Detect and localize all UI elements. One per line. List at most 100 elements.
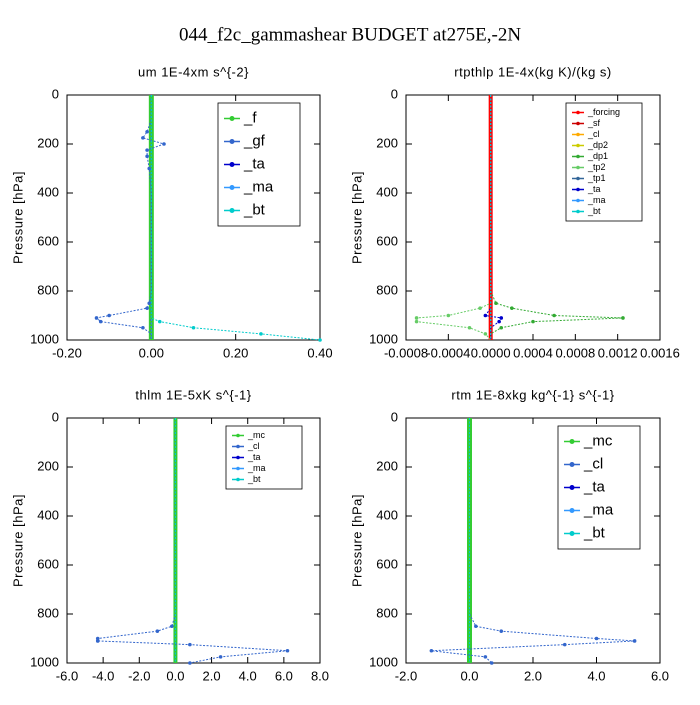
series-point xyxy=(141,325,145,330)
series-point xyxy=(98,319,103,324)
legend-label: _dp2 xyxy=(587,140,608,150)
x-tick-label: 0.00 xyxy=(139,345,164,360)
legend-marker xyxy=(229,162,235,167)
x-tick-label: -0.0004 xyxy=(426,345,470,360)
x-tick-label: 0.0016 xyxy=(640,345,680,360)
figure-title: 044_f2c_gammashear BUDGET at275E,-2N xyxy=(179,24,521,45)
legend-label: _cl xyxy=(587,129,600,139)
legend-label: _mc xyxy=(247,430,266,440)
y-tick-label: 1000 xyxy=(30,331,59,346)
series-point xyxy=(318,338,322,342)
y-tick-label: 800 xyxy=(376,605,398,620)
series-point xyxy=(170,624,174,629)
x-tick-label: -4.0 xyxy=(92,668,114,683)
series-point xyxy=(188,661,192,665)
x-tick-label: -0.0008 xyxy=(384,345,428,360)
y-tick-label: 600 xyxy=(376,233,398,248)
legend-label: _ma xyxy=(247,463,266,473)
legend-label: _tp1 xyxy=(587,173,606,183)
legend-label: _bt xyxy=(583,524,606,541)
x-tick-label: 0.40 xyxy=(307,345,332,360)
series-point xyxy=(147,301,152,306)
y-tick-label: 0 xyxy=(52,86,59,101)
series-point xyxy=(499,316,504,320)
subplot-title: rtpthlp 1E-4x(kg K)/(kg s) xyxy=(454,64,612,79)
legend-label: _bt xyxy=(587,206,601,216)
legend-label: _sf xyxy=(587,118,601,128)
legend-marker xyxy=(229,139,235,144)
legend-marker xyxy=(229,185,235,190)
legend-marker xyxy=(229,208,235,213)
series-point xyxy=(621,316,625,320)
series-point xyxy=(141,136,145,140)
series-line xyxy=(95,95,166,340)
x-tick-label: -6.0 xyxy=(56,668,78,683)
series-point xyxy=(155,629,160,633)
legend-label: _ta xyxy=(243,155,266,172)
y-axis-label: Pressure [hPa] xyxy=(10,171,25,264)
y-tick-label: 200 xyxy=(376,135,398,150)
series-point xyxy=(531,319,535,324)
series-point xyxy=(467,325,472,330)
y-tick-label: 1000 xyxy=(369,331,398,346)
x-tick-label: 6.0 xyxy=(275,668,293,683)
legend-marker xyxy=(569,439,575,444)
y-tick-label: 600 xyxy=(37,556,59,571)
series-line xyxy=(150,95,321,341)
legend-marker xyxy=(576,121,580,126)
x-tick-label: 8.0 xyxy=(311,668,329,683)
y-axis-label: Pressure [hPa] xyxy=(349,494,364,587)
legend-marker xyxy=(236,455,240,460)
y-tick-label: 200 xyxy=(37,135,59,150)
y-tick-label: 400 xyxy=(37,184,59,199)
series-line xyxy=(416,95,492,341)
series-point xyxy=(188,642,192,647)
legend-marker xyxy=(236,444,240,449)
x-tick-label: -2.0 xyxy=(395,668,417,683)
y-tick-label: 200 xyxy=(376,458,398,473)
y-axis-label: Pressure [hPa] xyxy=(10,494,25,587)
legend-marker xyxy=(576,110,580,115)
series-point xyxy=(95,639,100,643)
x-tick-label: 0.0008 xyxy=(555,345,595,360)
legend-label: _mc xyxy=(583,432,613,449)
legend-label: _cl xyxy=(583,455,603,472)
series-point xyxy=(157,319,162,324)
series-point xyxy=(147,166,152,171)
y-tick-label: 800 xyxy=(37,282,59,297)
legend-label: _cl xyxy=(247,441,260,451)
legend-label: _tp2 xyxy=(587,162,606,172)
x-tick-label: -0.20 xyxy=(52,345,82,360)
series-point xyxy=(499,325,504,330)
plot-frame xyxy=(66,417,321,664)
legend-label: _ta xyxy=(583,478,606,495)
legend-marker xyxy=(576,198,580,203)
series-point xyxy=(499,629,504,633)
x-tick-label: 6.0 xyxy=(651,668,669,683)
legend-marker xyxy=(236,433,240,438)
legend-marker xyxy=(576,209,580,214)
y-tick-label: 0 xyxy=(391,409,398,424)
series-point xyxy=(510,306,514,310)
legend-marker xyxy=(236,466,240,471)
legend-marker xyxy=(576,165,580,170)
series-point xyxy=(145,306,149,310)
series-point xyxy=(632,639,637,643)
plot-frame xyxy=(66,94,321,341)
legend-marker xyxy=(236,477,240,482)
series-point xyxy=(414,316,419,320)
series-point xyxy=(483,655,488,659)
series-point xyxy=(429,648,434,653)
y-tick-label: 800 xyxy=(376,282,398,297)
series-point xyxy=(94,316,99,320)
legend-label: _bt xyxy=(247,474,261,484)
legend-label: _bt xyxy=(243,201,266,218)
series-point xyxy=(497,319,501,324)
legend-marker xyxy=(229,116,235,121)
series-point xyxy=(145,148,149,152)
subplot-title: rtm 1E-8xkg kg^{-1} s^{-1} xyxy=(451,387,614,402)
x-tick-label: 0.0004 xyxy=(513,345,553,360)
legend-label: _ta xyxy=(247,452,261,462)
legend-marker xyxy=(576,176,580,181)
y-tick-label: 800 xyxy=(37,605,59,620)
